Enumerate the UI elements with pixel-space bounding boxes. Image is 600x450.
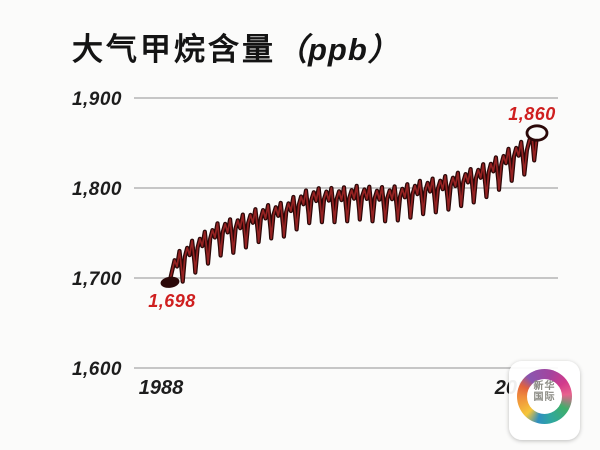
end-point-marker [525,124,549,142]
x-tick-label-1988: 1988 [138,377,184,399]
y-tick-label-1800: 1,800 [71,179,122,200]
chart-title-text: 大气甲烷含量 [72,32,276,67]
start-point-marker [160,276,180,288]
color-wheel-center [527,379,562,414]
end-value-label: 1,860 [508,104,556,124]
chart-title-unit: （ppb） [276,32,400,67]
watermark-line2: 国际 [533,392,556,403]
methane-line-outline [167,131,540,284]
methane-line-highlight [169,133,538,283]
chart-title: 大气甲烷含量（ppb） [72,24,400,69]
xinhua-international-watermark: 新华 国际 [509,361,580,440]
start-value-label: 1,698 [148,291,196,311]
y-tick-label-1700: 1,700 [71,269,122,290]
watermark-text: 新华 国际 [509,381,580,403]
watermark-line1: 新华 [533,381,556,392]
y-tick-label-1900: 1,900 [71,89,122,110]
y-tick-label-1600: 1,600 [71,359,122,380]
